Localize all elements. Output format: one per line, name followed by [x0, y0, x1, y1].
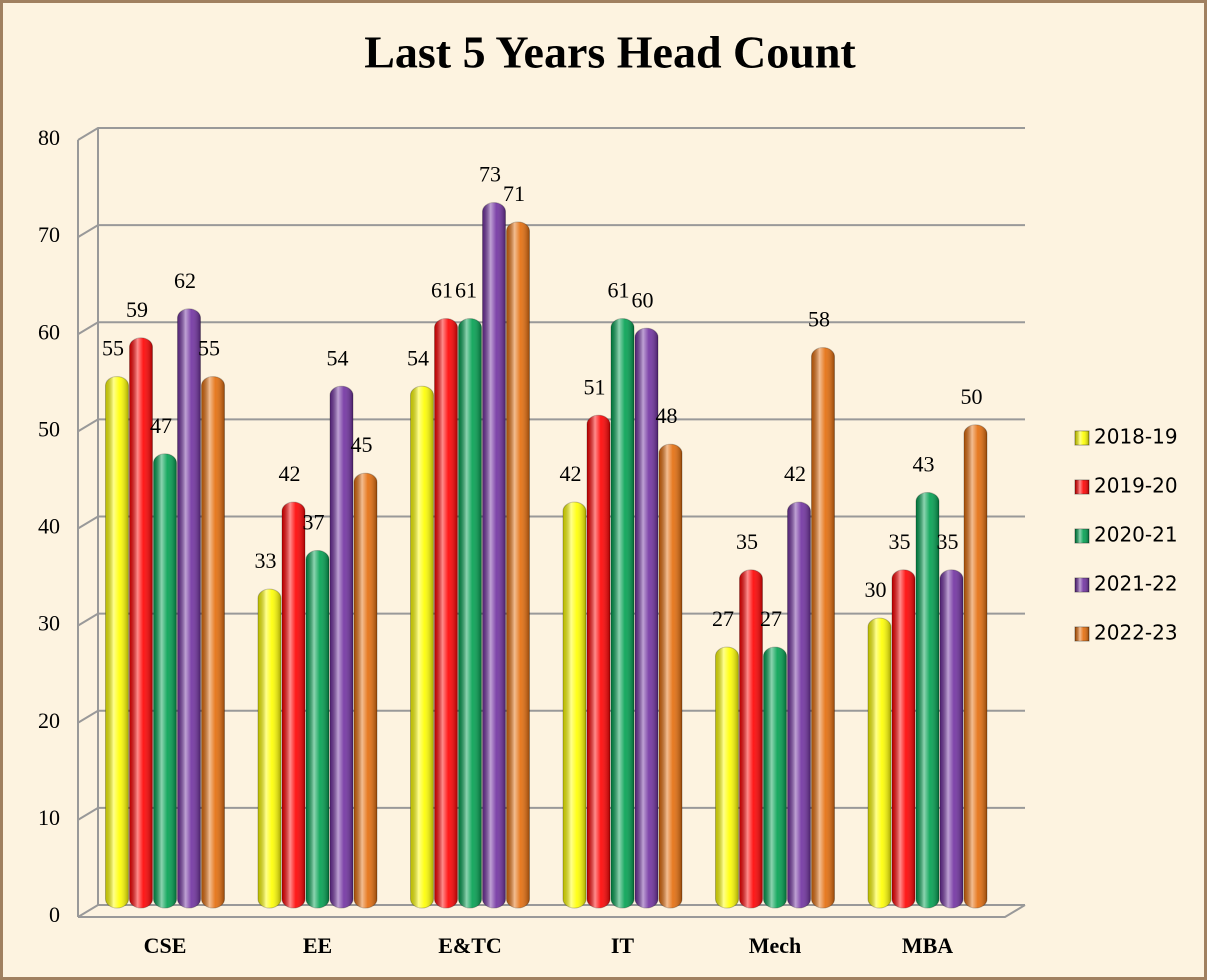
data-label: 48 — [656, 403, 678, 428]
bar-shine — [482, 202, 506, 908]
legend-swatch-shine — [1075, 431, 1089, 445]
data-label: 55 — [198, 336, 220, 361]
y-tick-label: 10 — [38, 805, 60, 830]
data-label: 43 — [913, 452, 935, 477]
legend-swatch-shine — [1075, 480, 1089, 494]
data-label: 35 — [736, 529, 758, 554]
data-label: 51 — [584, 374, 606, 399]
data-label: 50 — [961, 384, 983, 409]
grid-line — [77, 612, 1025, 627]
bar-shine — [787, 502, 811, 908]
data-label: 61 — [431, 278, 453, 303]
bar-shine — [177, 308, 201, 908]
legend-swatch-shine — [1075, 529, 1089, 543]
data-label: 58 — [808, 307, 830, 332]
grid-line — [77, 224, 1025, 238]
data-label: 35 — [889, 529, 911, 554]
legend-label: 2021-22 — [1094, 572, 1178, 596]
bar-shine — [506, 221, 530, 908]
data-label: 42 — [560, 461, 582, 486]
data-label: 71 — [503, 181, 525, 206]
data-label: 62 — [174, 268, 196, 293]
y-tick-label: 30 — [38, 611, 60, 636]
data-label: 27 — [760, 606, 782, 631]
data-label: 35 — [937, 529, 959, 554]
data-label: 61 — [608, 278, 630, 303]
data-label: 54 — [327, 345, 349, 370]
bar-shine — [129, 337, 153, 909]
grid-line — [77, 127, 1025, 141]
bar-shine — [410, 386, 434, 909]
y-tick-label: 20 — [38, 708, 60, 733]
bar-shine — [635, 328, 658, 908]
data-label: 60 — [632, 287, 654, 312]
y-tick-label: 0 — [49, 902, 60, 927]
legend-label: 2020-21 — [1094, 523, 1178, 547]
x-tick-label: E&TC — [438, 933, 502, 958]
data-label: 37 — [303, 510, 325, 535]
y-tick-label: 40 — [38, 514, 60, 539]
bar-shine — [739, 569, 763, 908]
bar-shine — [563, 502, 586, 908]
floor-edge — [78, 904, 1026, 918]
bar-shine — [434, 318, 458, 908]
grid-line — [77, 515, 1025, 530]
data-label: 55 — [102, 336, 124, 361]
bar-shine — [868, 618, 891, 908]
bar-shine — [763, 647, 787, 908]
bar-shine — [282, 502, 305, 908]
bar-shine — [715, 647, 739, 908]
y-tick-label: 80 — [38, 125, 60, 150]
data-label: 47 — [150, 413, 172, 438]
bar-shine — [354, 473, 377, 908]
bar-shine — [258, 589, 281, 908]
bar-shine — [201, 376, 225, 908]
grid-line — [77, 904, 1025, 918]
x-tick-label: EE — [303, 933, 332, 958]
bar-shine — [916, 492, 939, 908]
bar-shine — [940, 569, 963, 908]
grid-line — [77, 321, 1025, 336]
legend-swatch-shine — [1075, 627, 1089, 641]
data-label: 59 — [126, 297, 148, 322]
data-label: 54 — [407, 345, 429, 370]
data-label: 27 — [712, 606, 734, 631]
legend-swatch-shine — [1075, 578, 1089, 592]
bar-shine — [105, 376, 129, 908]
bar-shine — [611, 318, 634, 908]
x-tick-label: MBA — [902, 933, 953, 958]
data-label: 33 — [255, 548, 277, 573]
y-tick-label: 60 — [38, 319, 60, 344]
legend-label: 2022-23 — [1094, 621, 1178, 645]
bar-shine — [659, 444, 682, 908]
legend-label: 2019-20 — [1094, 474, 1178, 498]
bar-shine — [964, 424, 987, 908]
x-tick-label: Mech — [749, 933, 802, 958]
bar-shine — [811, 347, 835, 908]
data-label: 61 — [455, 278, 477, 303]
data-label: 42 — [784, 461, 806, 486]
data-label: 45 — [351, 432, 373, 457]
bar-shine — [892, 569, 915, 908]
grid-line — [77, 418, 1025, 433]
bar-shine — [330, 386, 353, 909]
x-tick-label: IT — [611, 933, 635, 958]
data-label: 42 — [279, 461, 301, 486]
bar-shine — [587, 415, 610, 908]
chart-title: Last 5 Years Head Count — [364, 27, 856, 78]
bar-shine — [153, 453, 177, 908]
data-label: 73 — [479, 162, 501, 187]
legend-label: 2018-19 — [1094, 425, 1178, 449]
y-tick-label: 50 — [38, 416, 60, 441]
data-label: 30 — [865, 577, 887, 602]
bar-shine — [306, 550, 329, 908]
y-tick-label: 70 — [38, 222, 60, 247]
x-tick-label: CSE — [144, 933, 187, 958]
bar-shine — [458, 318, 482, 908]
